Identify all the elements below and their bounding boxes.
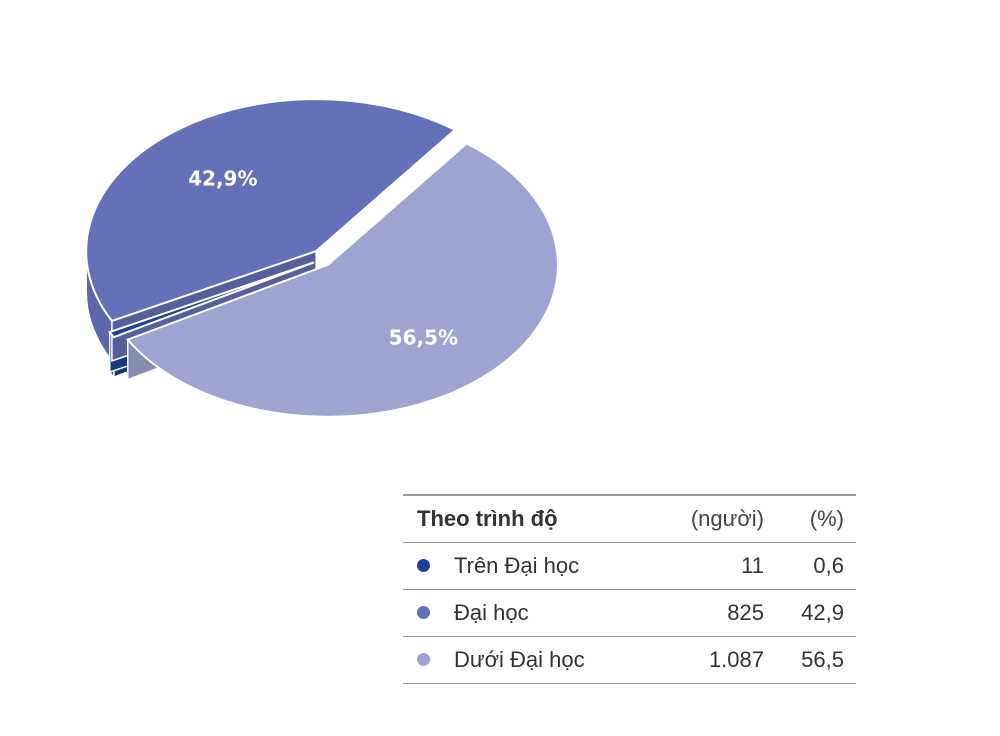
legend-row-dai-hoc: Đại học 825 42,9 — [403, 589, 856, 637]
legend-label: Đại học — [454, 600, 529, 625]
legend-percent: 0,6 — [813, 553, 844, 578]
legend-marker-tren-dai-hoc — [417, 558, 430, 572]
legend-title: Theo trình độ — [417, 506, 558, 531]
legend-table: Theo trình độ (người) (%) Trên Đại học 1… — [403, 494, 856, 684]
pie-slice-tren-dai-hoc — [108, 261, 315, 339]
legend-row-tren-dai-hoc: Trên Đại học 11 0,6 — [403, 542, 856, 590]
pie-slice-dai-hoc — [85, 98, 457, 323]
legend-percent: 56,5 — [801, 647, 844, 672]
legend-count: 11 — [741, 553, 764, 578]
legend-count: 1.087 — [708, 647, 764, 672]
pie-chart: 42,9% 56,5% — [85, 98, 559, 418]
pie-label-dai-hoc: 42,9% — [188, 166, 257, 190]
legend-unit-count: (người) — [690, 506, 764, 531]
legend-row-duoi-dai-hoc: Dưới Đại học 1.087 56,5 — [403, 636, 856, 684]
legend-label: Trên Đại học — [454, 553, 580, 578]
legend-header-row: Theo trình độ (người) (%) — [403, 495, 856, 543]
legend-marker-dai-hoc — [417, 605, 430, 619]
legend-marker-duoi-dai-hoc — [417, 652, 430, 666]
legend-count: 825 — [727, 600, 764, 625]
pie-label-duoi-dai-hoc: 56,5% — [389, 325, 458, 349]
legend-percent: 42,9 — [801, 600, 844, 625]
legend-unit-percent: (%) — [809, 506, 844, 531]
legend-label: Dưới Đại học — [454, 647, 585, 672]
pie-slice-duoi-dai-hoc — [126, 142, 559, 418]
